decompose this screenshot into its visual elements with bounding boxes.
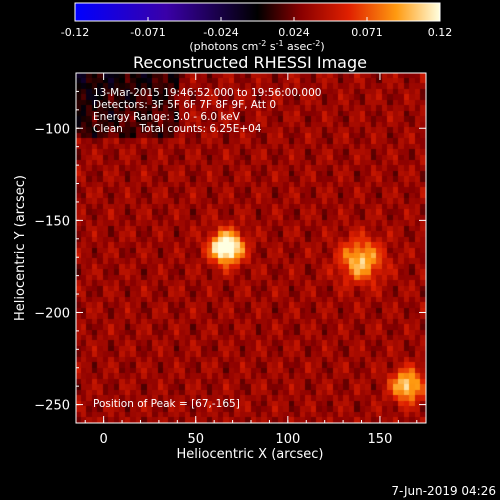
y-axis-title: Heliocentric Y (arcsec) xyxy=(13,175,28,321)
colorbar-tick-label: -0.071 xyxy=(130,26,165,39)
colorbar-units: (photons cm-2 s-1 asec-2) xyxy=(189,39,324,53)
colorbar-tick-label: 0.024 xyxy=(278,26,310,39)
y-axis: −100 −150 −200 −250 xyxy=(34,72,426,424)
image-annotations: 13-Mar-2015 19:46:52.000 to 19:56:00.000… xyxy=(93,87,321,410)
x-tick-label: 100 xyxy=(275,432,300,447)
colorbar-tick-label: -0.12 xyxy=(61,26,89,39)
colorbar-ticks: -0.12 -0.071 -0.024 0.024 0.071 0.12 xyxy=(61,17,452,39)
x-axis-title: Heliocentric X (arcsec) xyxy=(177,447,324,462)
colorbar: -0.12 -0.071 -0.024 0.024 0.071 0.12 (photons… xyxy=(61,2,452,53)
colorbar-tick-label: 0.071 xyxy=(351,26,383,39)
x-axis: 0 50 100 150 xyxy=(84,73,418,447)
annotation-peak-position: Position of Peak = [67,-165] xyxy=(93,398,240,410)
annotation-method: Clean Total counts: 6.25E+04 xyxy=(93,123,262,135)
annotation-detectors: Detectors: 3F 5F 6F 7F 8F 9F, Att 0 xyxy=(93,99,276,111)
y-tick-label: −250 xyxy=(34,399,70,414)
y-tick-label: −200 xyxy=(34,306,70,321)
y-tick-label: −150 xyxy=(34,214,70,229)
chart-title: Reconstructed RHESSI Image xyxy=(133,53,367,72)
x-tick-label: 0 xyxy=(99,432,107,447)
colorbar-tick-label: -0.024 xyxy=(203,26,238,39)
footer-date: 7-Jun-2019 04:26 xyxy=(391,484,496,498)
annotation-time-range: 13-Mar-2015 19:46:52.000 to 19:56:00.000 xyxy=(93,87,321,99)
colorbar-tick-label: 0.12 xyxy=(428,26,453,39)
annotation-energy-range: Energy Range: 3.0 - 6.0 keV xyxy=(93,111,241,123)
heatmap-image xyxy=(76,73,426,423)
colorbar-gradient xyxy=(74,2,441,22)
y-tick-label: −100 xyxy=(34,122,70,137)
x-tick-label: 150 xyxy=(368,432,393,447)
x-tick-label: 50 xyxy=(187,432,204,447)
